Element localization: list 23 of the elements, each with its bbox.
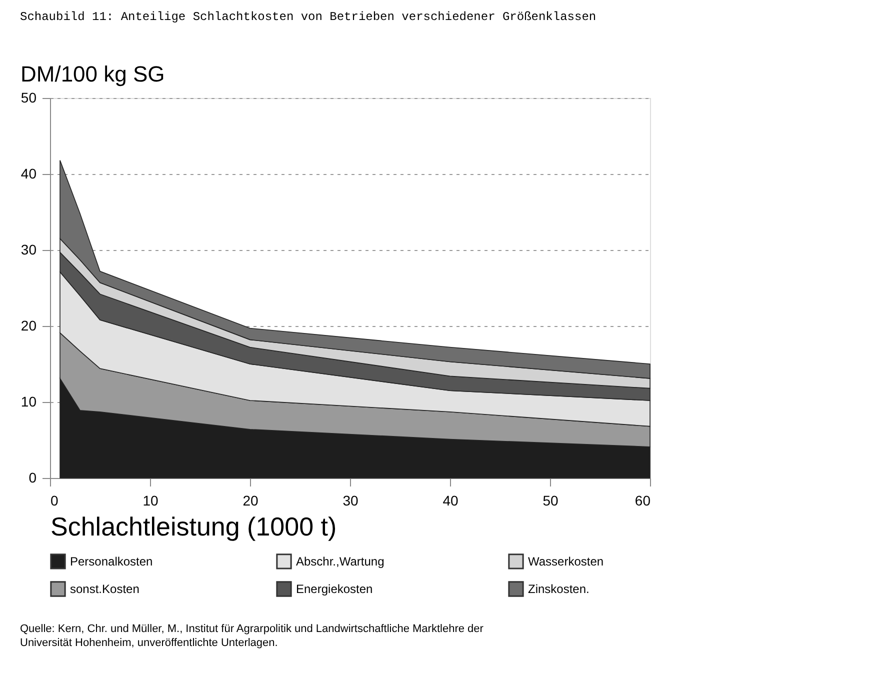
y-tick-label: 0 [28,470,37,486]
legend-label: sonst.Kosten [70,582,140,596]
legend-label: Abschr.,Wartung [296,554,384,568]
x-axis-title: Schlachtleistung (1000 t) [50,512,337,542]
x-tick-label: 0 [50,492,58,508]
legend-label: Zinskosten. [528,582,590,596]
x-tick-label: 20 [242,492,258,508]
x-tick-label: 40 [442,492,458,508]
source-note: Quelle: Kern, Chr. und Müller, M., Institut für Agrarpolitik und Landwirtschaftliche Marktlehre der Universität Hohenheim, unveröffentlichte Unterlagen. [20,623,484,649]
x-tick-label: 10 [142,492,158,508]
chart-title: Schaubild 11: Anteilige Schlachtkosten von Betrieben verschiedener Größenklassen [20,10,596,24]
y-tick-label: 10 [20,394,37,410]
legend-label: Energiekosten [296,582,373,596]
x-tick-label: 60 [634,492,651,508]
y-tick-label: 30 [20,242,37,258]
x-tick-label: 50 [542,492,558,508]
legend-label: Wasserkosten [528,554,604,568]
x-tick-label: 30 [342,492,358,508]
legend-label: Personalkosten [70,554,153,568]
y-tick-label: 20 [20,318,37,334]
y-axis-title: DM/100 kg SG [20,62,165,86]
y-tick-label: 40 [20,166,37,182]
y-tick-label: 50 [20,90,37,106]
